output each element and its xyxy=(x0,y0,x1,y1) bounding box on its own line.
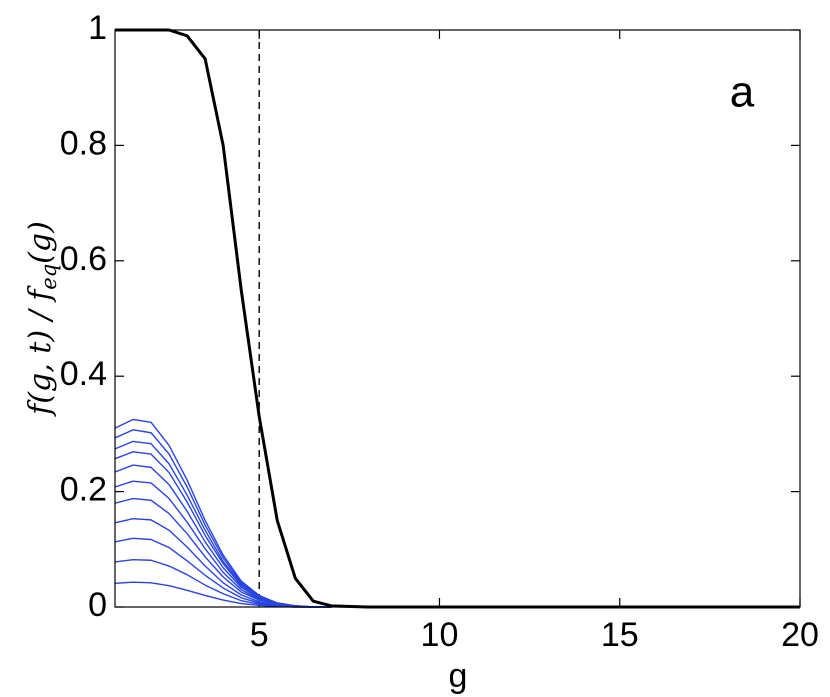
plot-frame xyxy=(114,29,801,608)
x-tick-label: 10 xyxy=(421,616,459,654)
x-tick-label: 15 xyxy=(601,616,639,654)
y-label-main: f(g, t) / f xyxy=(23,285,58,417)
y-tick-label: 0.4 xyxy=(60,355,107,393)
panel-label: a xyxy=(730,68,755,117)
y-tick-label: 0.8 xyxy=(60,124,107,162)
y-tick-label: 1 xyxy=(88,9,107,47)
x-tick-label: 20 xyxy=(781,616,819,654)
x-tick-label: 5 xyxy=(250,616,269,654)
data-line xyxy=(114,418,332,608)
y-axis-label: f(g, t) / feq(g) xyxy=(23,221,61,417)
x-axis-label: g xyxy=(449,657,468,695)
y-label-end: (g) xyxy=(23,221,58,264)
y-label-sub: eq xyxy=(37,264,61,290)
y-tick-label: 0.2 xyxy=(60,471,107,509)
y-tick-label: 0 xyxy=(88,586,107,624)
y-tick-label: 0.6 xyxy=(60,240,107,278)
